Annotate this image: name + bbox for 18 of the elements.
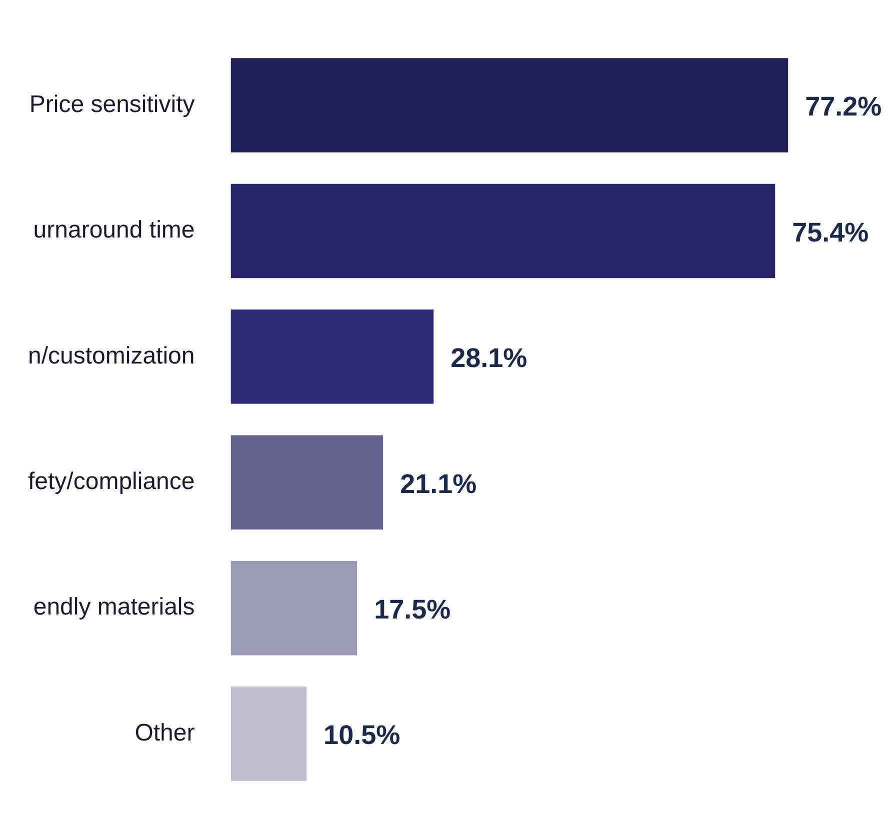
bar [230,560,358,656]
data-label: 21.1% [400,468,477,499]
y-tick-label: endly materials [33,594,195,621]
data-label: 75.4% [792,217,869,248]
data-label: 17.5% [374,594,451,625]
bar [230,58,788,152]
y-tick-label: fety/compliance [28,468,195,495]
bar [230,184,776,278]
y-tick-label: n/customization [28,342,195,370]
bar [230,310,434,404]
bar [230,435,384,530]
y-tick-label: Price sensitivity [29,90,195,118]
data-label: 77.2% [805,92,882,122]
y-tick-label: Other [134,719,195,746]
data-label: 28.1% [450,343,528,374]
bar [230,686,307,781]
data-label: 10.5% [324,720,400,750]
y-tick-label: urnaround time [33,216,195,244]
